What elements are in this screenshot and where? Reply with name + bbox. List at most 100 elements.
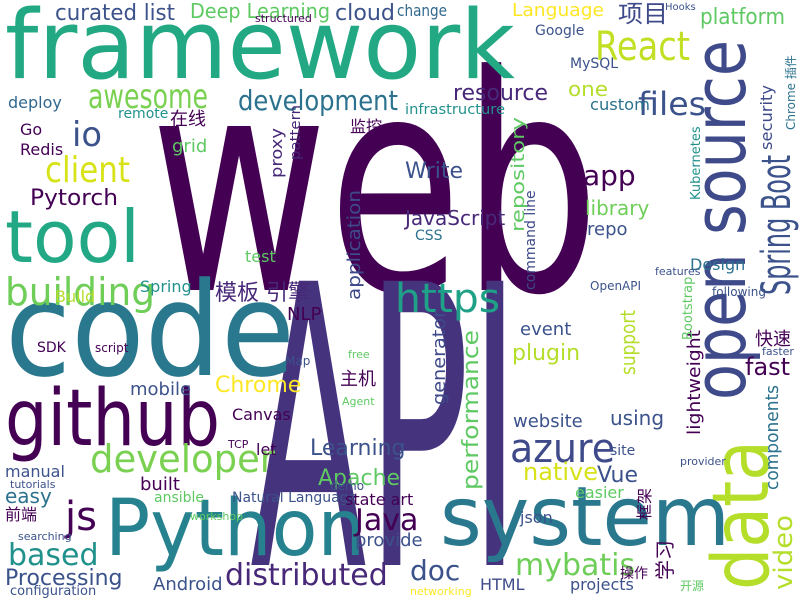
word: 框架 [635, 488, 654, 520]
word: 学习 [653, 540, 677, 580]
word: distributed [225, 558, 388, 593]
word: files [638, 85, 706, 123]
word: 前端 [5, 505, 37, 524]
word: tool [5, 195, 140, 279]
word: configuration [10, 584, 96, 599]
word: Bootstrap [681, 277, 696, 340]
word: lightweight [684, 330, 705, 435]
word: provider [680, 455, 726, 468]
word: code [5, 254, 295, 406]
word: script [95, 341, 129, 355]
word: free [348, 348, 370, 361]
word: Java [353, 503, 418, 538]
word: video [769, 515, 799, 590]
word: built [140, 474, 180, 495]
word: Vue [597, 463, 638, 488]
word: data [697, 440, 787, 590]
word: easy [5, 484, 52, 508]
word: client [45, 150, 130, 191]
word: development [238, 84, 398, 117]
word: tutorials [10, 478, 56, 491]
word: grid [172, 136, 207, 157]
word: Spring Boot [754, 155, 800, 295]
word: features [655, 265, 701, 278]
word: Language [512, 0, 604, 21]
word: system [440, 470, 730, 565]
word: JavaScript [403, 206, 505, 230]
word: 开源 [680, 579, 704, 593]
word: Build [55, 287, 95, 306]
word: TCP [227, 438, 249, 451]
word: command line [523, 190, 539, 290]
word: test [245, 247, 276, 266]
word: awesome [88, 77, 208, 117]
word: cloud [335, 1, 395, 26]
word: generator [429, 309, 450, 405]
word: support [616, 310, 640, 375]
word: azure [510, 426, 615, 472]
word: Design [690, 255, 745, 274]
word: 操作 [620, 566, 648, 582]
word: Pytorch [30, 186, 118, 211]
word: following [712, 285, 766, 299]
word: API [250, 203, 520, 600]
word: based [8, 538, 99, 573]
word: infrastructure [405, 102, 505, 118]
word: github [5, 374, 220, 464]
word: one [568, 77, 608, 101]
word: SDK [37, 340, 67, 356]
word: Chrome [215, 373, 301, 398]
word: Processing [5, 566, 122, 591]
word: Go [20, 120, 42, 139]
word: demo [330, 479, 364, 493]
word: NLP [287, 304, 321, 325]
word: Learning [310, 436, 406, 461]
word: MySQL [570, 56, 618, 72]
word: curated list [55, 1, 175, 26]
word: 在线 [170, 109, 206, 130]
word: mybatis [515, 548, 635, 583]
word: 快速 [755, 329, 791, 350]
word: io [72, 115, 102, 155]
word: event [520, 319, 571, 340]
word: open source [678, 40, 762, 400]
word: library [585, 196, 650, 220]
word: provide [355, 530, 423, 551]
word: application [344, 190, 365, 300]
word: resource [453, 81, 548, 106]
word: manual [5, 462, 65, 481]
word: Google [535, 23, 584, 39]
word: React [595, 24, 690, 70]
word: state art [345, 490, 413, 509]
word: developer [90, 437, 275, 481]
word: HTML [480, 575, 525, 594]
word: json [519, 508, 553, 527]
word: proxy [267, 128, 286, 178]
word: faster [762, 345, 794, 358]
word: repository [508, 117, 529, 232]
word: Hooks [665, 2, 696, 13]
word: site [610, 443, 635, 459]
word: 模板 引擎 [215, 281, 310, 306]
word: building [5, 270, 155, 314]
word: plugin [512, 341, 580, 366]
word: Apache [318, 466, 400, 491]
word: doc [410, 554, 460, 587]
word: native [523, 458, 598, 486]
word: performance [459, 330, 484, 490]
word: CSS [415, 228, 443, 244]
word: Deep Learning [190, 0, 330, 23]
word: components [762, 385, 783, 490]
word: Python [105, 484, 365, 574]
word: Agent [342, 395, 375, 408]
word: deploy [8, 93, 62, 112]
word: 主机 [340, 369, 376, 390]
word: Natural Language [232, 490, 357, 506]
word: mobile [130, 379, 191, 400]
word: let [256, 440, 277, 459]
word: workshop [190, 510, 243, 523]
word: ansible [154, 490, 204, 506]
